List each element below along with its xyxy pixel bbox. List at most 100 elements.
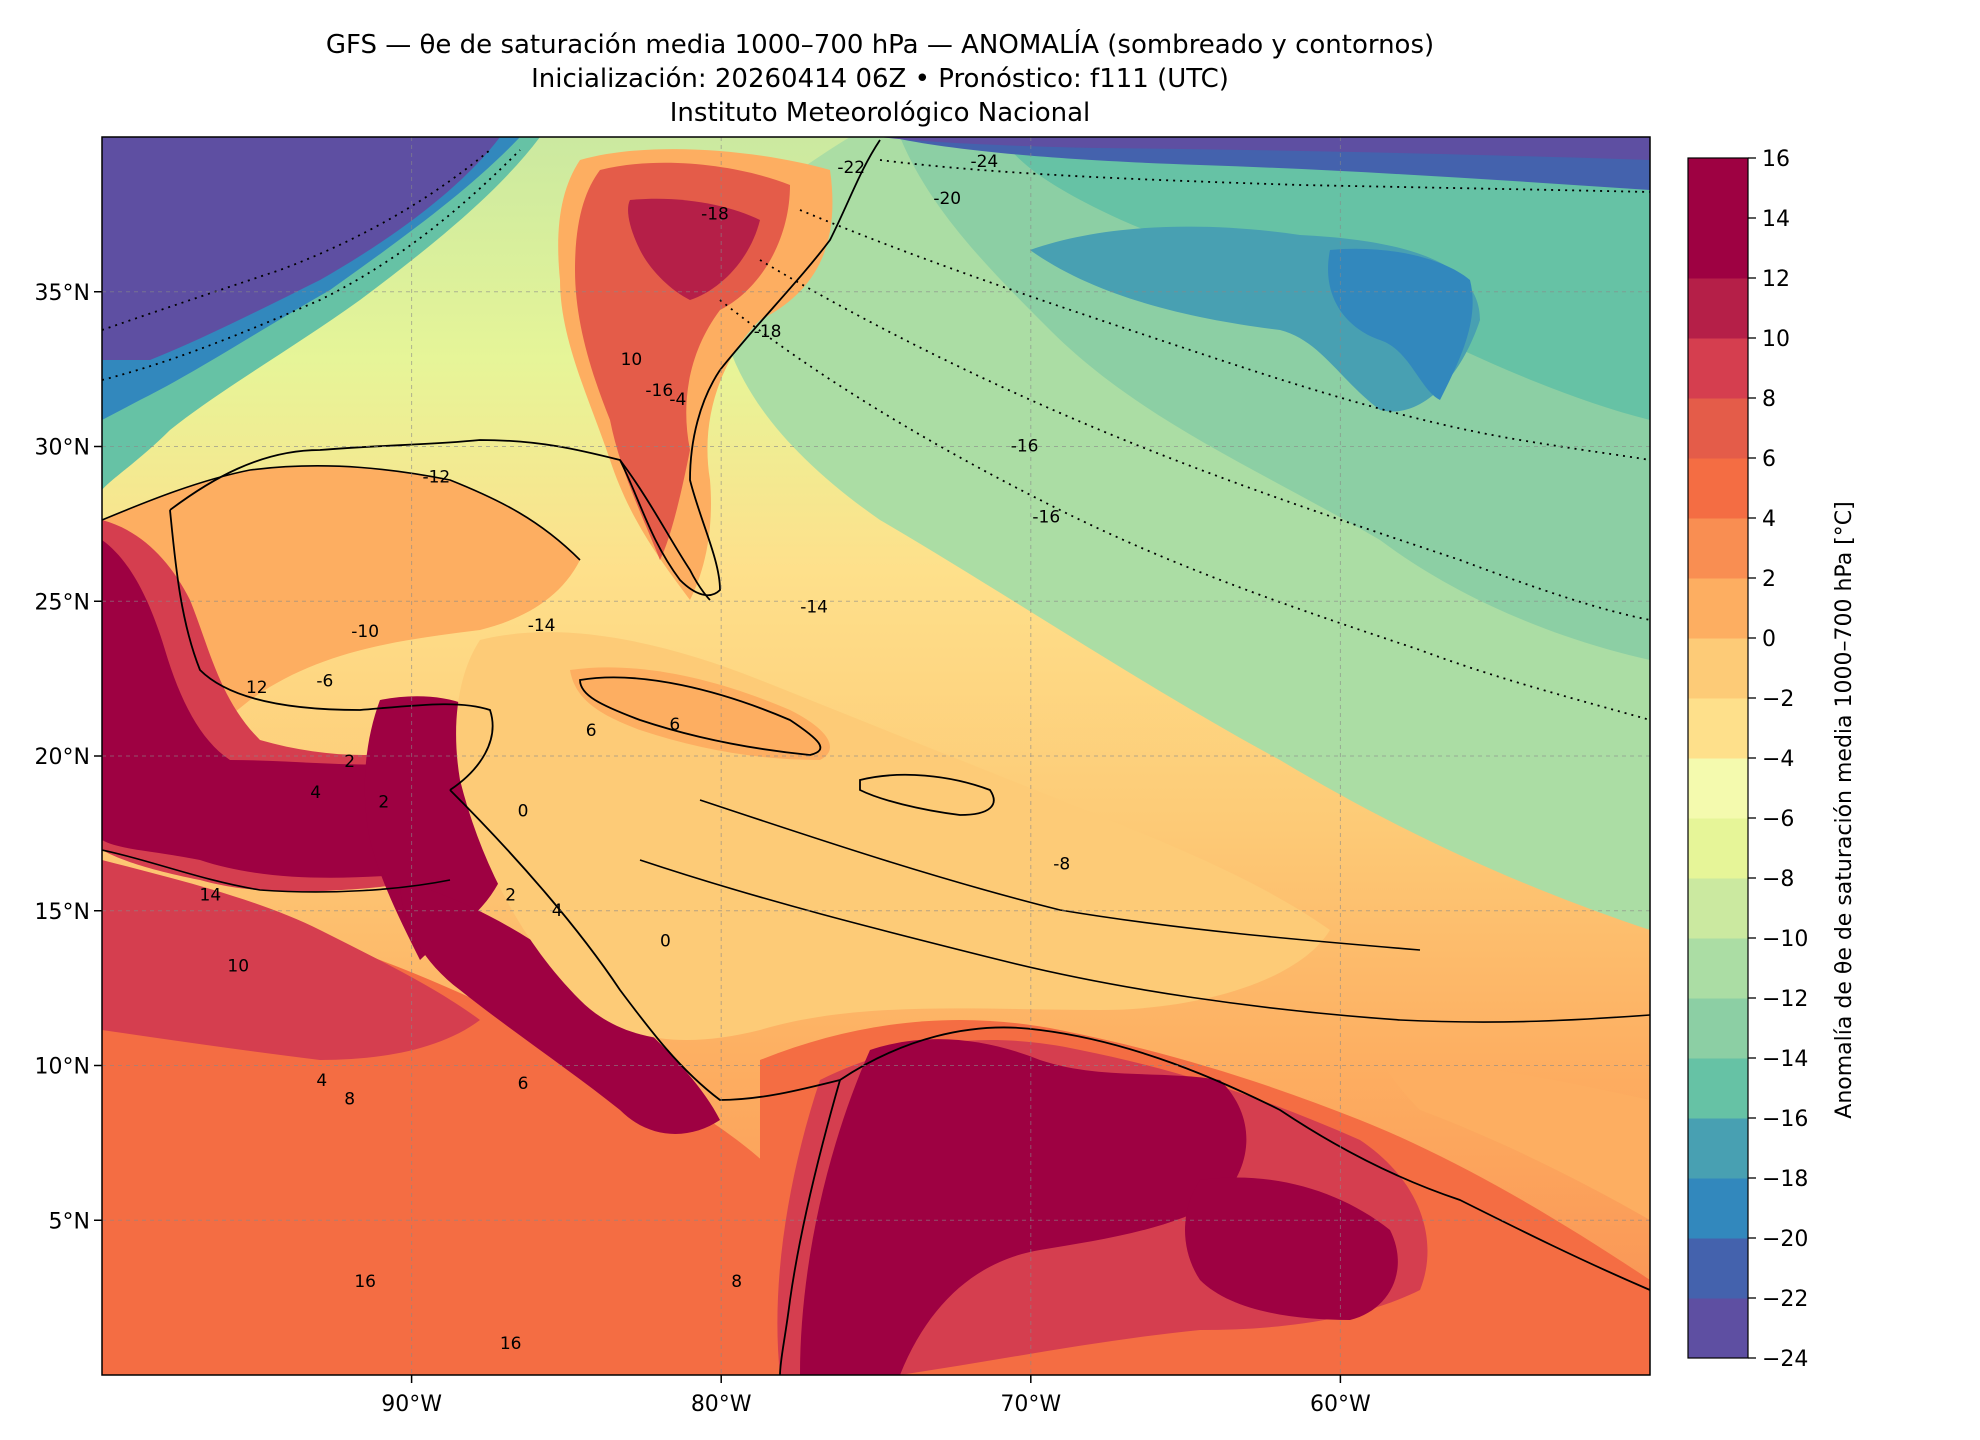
contour-label-29: 10 (621, 350, 643, 370)
y-tick-label-0: 35°N (35, 281, 90, 306)
colorbar-tick-label-9: −2 (1762, 687, 1794, 712)
colorbar-tick-label-14: −12 (1762, 987, 1808, 1012)
x-axis: 90°W 80°W 70°W 60°W (381, 1375, 1371, 1417)
contour-label-27: 8 (731, 1272, 742, 1292)
coastline-hispaniola (859, 773, 995, 816)
atlantic-deep-core (1328, 248, 1473, 400)
contour-label-20: 4 (552, 901, 563, 921)
colorbar-swatch-12 (1688, 578, 1748, 639)
contour-dotted-4 (879, 159, 1650, 193)
contour-label-32: 16 (354, 1272, 376, 1292)
contour-solid-mexico (102, 849, 451, 893)
contour-dotted-6 (102, 149, 521, 381)
colorbar-label: Anomalía de θe de saturación media 1000–… (1832, 501, 1857, 1118)
coastline-cuba (579, 676, 822, 756)
colorbar-swatch-9 (1688, 758, 1748, 819)
contour-label-26: 8 (344, 1090, 355, 1110)
y-axis: 35°N 30°N 25°N 20°N 15°N 10°N 5°N (35, 281, 102, 1234)
colorbar-tick-label-10: −4 (1762, 747, 1794, 772)
x-tick-label-2: 70°W (1000, 1392, 1061, 1417)
contour-label-16: 0 (660, 932, 671, 952)
colorbar: 16 14 12 10 8 6 4 2 0 −2 −4 −6 −8 −10 −12 −14 −16 −18 −20 −… (1687, 147, 1808, 1372)
colorbar-swatch-10 (1688, 698, 1748, 759)
colorbar-swatch-13 (1688, 518, 1748, 579)
colorbar-tick-label-5: 6 (1762, 447, 1776, 472)
guiana-peak (1185, 1177, 1398, 1320)
contour-label-19: 2 (378, 792, 389, 812)
colorbar-tick-label-7: 2 (1762, 567, 1776, 592)
pacific-hot-band (102, 860, 480, 1060)
cuba-warm (570, 667, 830, 760)
contour-dotted-2 (759, 259, 1650, 621)
x-tick-label-3: 60°W (1310, 1392, 1371, 1417)
carolina-peak (628, 198, 760, 300)
colorbar-swatch-15 (1688, 398, 1748, 459)
contour-label-23: 6 (669, 715, 680, 735)
colorbar-swatch-1 (1688, 1238, 1748, 1299)
shaded-field (102, 137, 1650, 1375)
contour-label-1: -22 (837, 158, 865, 178)
colorbar-tick-label-8: 0 (1762, 627, 1776, 652)
contour-label-12: -8 (1053, 854, 1070, 874)
gulf-coast-warm (102, 465, 580, 820)
grid-lines (102, 137, 1650, 1375)
contour-label-21: 4 (310, 783, 321, 803)
contour-labels: -24 -22 -20 -18 -18 -16 -16 -16 -14 -14 -12 -10 -8 -6… (200, 152, 1071, 1354)
contour-label-6: -16 (1011, 437, 1039, 457)
colorbar-swatch-7 (1688, 878, 1748, 939)
colorbar-swatch-19 (1688, 158, 1748, 219)
colorbar-swatch-2 (1688, 1178, 1748, 1239)
contour-label-11: -10 (351, 622, 379, 642)
colorbar-tick-label-0: 16 (1762, 147, 1790, 172)
contour-label-5: -16 (645, 381, 673, 401)
colorbar-tick-label-1: 14 (1762, 207, 1790, 232)
contour-label-9: -14 (800, 597, 828, 617)
contour-label-13: -6 (316, 672, 333, 692)
contour-label-3: -18 (701, 204, 729, 224)
contour-label-31: 14 (200, 885, 222, 905)
contour-label-4: -18 (754, 322, 782, 342)
contour-label-25: 6 (518, 1074, 529, 1094)
chart-subtitle: Inicialización: 20260414 06Z • Pronóstic… (531, 64, 1229, 94)
colorbar-tick-label-3: 10 (1762, 327, 1790, 352)
contour-label-0: -24 (970, 152, 998, 172)
coastline-florida (619, 369, 721, 597)
coastline-south-america (839, 1026, 1650, 1291)
contour-solid-gulf (102, 465, 581, 561)
colorbar-swatch-17 (1688, 278, 1748, 339)
colorbar-swatch-11 (1688, 638, 1748, 699)
colorbar-tick-label-17: −18 (1762, 1167, 1808, 1192)
colorbar-swatch-3 (1688, 1118, 1748, 1179)
colorbar-swatch-5 (1688, 998, 1748, 1059)
contour-label-22: 4 (316, 1071, 327, 1091)
contour-label-14: -4 (669, 390, 686, 410)
chart-institution: Instituto Meteorológico Nacional (669, 98, 1091, 128)
mexico-peak-region (102, 540, 431, 878)
colorbar-swatch-16 (1688, 338, 1748, 399)
colorbar-tick-label-16: −16 (1762, 1107, 1808, 1132)
colorbar-swatch-6 (1688, 938, 1748, 999)
y-tick-label-3: 20°N (35, 745, 90, 770)
contour-label-10: -12 (422, 467, 450, 487)
contour-lines (102, 139, 1650, 1375)
contour-label-7: -16 (1032, 508, 1060, 528)
contour-label-30: 12 (246, 678, 268, 698)
contour-label-8: -14 (528, 616, 556, 636)
contour-solid-caribbean (639, 859, 1650, 1023)
central-america-peak (400, 880, 720, 1134)
colorbar-tick-label-13: −10 (1762, 927, 1808, 952)
y-tick-label-4: 15°N (35, 900, 90, 925)
south-america-peak (800, 1039, 1247, 1375)
colorbar-tick-label-11: −6 (1762, 807, 1794, 832)
coastline-mexico (169, 509, 494, 791)
y-tick-label-5: 10°N (35, 1055, 90, 1080)
contour-label-18: 2 (344, 752, 355, 772)
colorbar-tick-label-15: −14 (1762, 1047, 1808, 1072)
contour-solid-caribbean-2 (699, 799, 1421, 951)
colorbar-swatch-18 (1688, 218, 1748, 279)
contour-label-2: -20 (933, 189, 961, 209)
colorbar-swatch-0 (1688, 1298, 1748, 1359)
atlantic-band-top (880, 137, 1650, 160)
y-tick-label-2: 25°N (35, 590, 90, 615)
